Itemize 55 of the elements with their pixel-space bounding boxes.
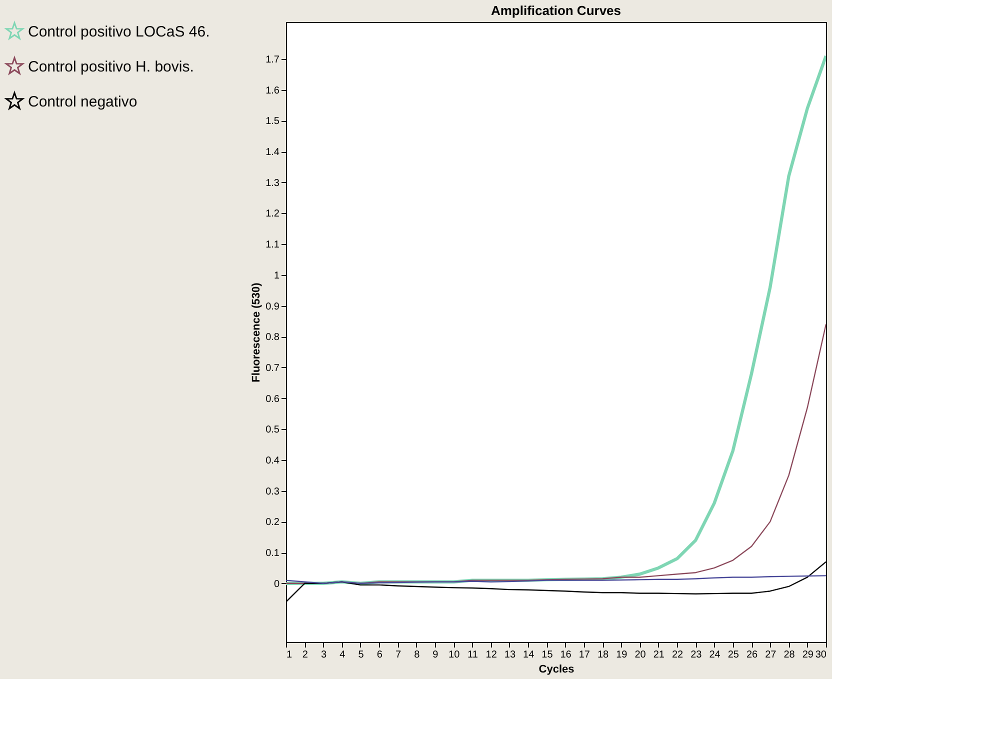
x-tick-label: 24: [709, 650, 721, 660]
x-tick-label: 16: [560, 650, 572, 660]
x-axis-title: Cycles: [538, 664, 574, 676]
x-tick-label: 9: [432, 650, 439, 660]
x-tick-label: 26: [746, 650, 758, 660]
y-tick-label: 0.2: [266, 517, 280, 528]
y-tick-label: 0.5: [266, 424, 280, 436]
y-tick-label: 0.8: [266, 332, 280, 344]
x-tick-label: 29: [802, 650, 814, 660]
line-series: [286, 575, 826, 584]
x-tick-label: 12: [486, 650, 498, 660]
x-tick-label: 19: [616, 650, 628, 660]
y-tick-label: 1.6: [266, 85, 280, 96]
y-tick-label: 0.4: [266, 456, 280, 467]
y-tick-label: 0.1: [266, 548, 280, 560]
chart-title: Amplification Curves: [490, 3, 622, 18]
x-tick-label: 14: [523, 650, 535, 660]
x-tick-label: 1: [286, 650, 292, 660]
x-tick-label: 13: [504, 650, 516, 660]
x-tick-label: 4: [340, 650, 346, 660]
y-tick-label: 1.5: [266, 116, 280, 128]
y-tick-label: 1.2: [266, 208, 280, 220]
x-tick-label: 2: [302, 650, 308, 660]
x-tick-label: 27: [765, 650, 777, 660]
y-tick-label: 0.6: [266, 394, 280, 405]
x-tick-label: 10: [448, 650, 460, 660]
x-tick-label: 7: [395, 650, 402, 660]
legend-label: Control negativo: [28, 94, 138, 110]
x-tick-label: 17: [578, 650, 590, 660]
x-tick-label: 30: [815, 650, 827, 660]
x-tick-label: 21: [653, 650, 665, 660]
x-tick-label: 18: [597, 650, 610, 660]
y-tick-label: 0.7: [266, 362, 280, 374]
y-tick-label: 0: [274, 578, 280, 590]
legend-label: Control positivo LOCaS 46.: [28, 24, 210, 40]
y-tick-label: 1.4: [266, 147, 280, 158]
y-tick-label: 0.3: [266, 486, 280, 498]
y-axis-title: Fluorescence (530): [250, 282, 263, 382]
legend-label: Control positivo H. bovis.: [28, 58, 194, 76]
y-tick-label: 1.7: [266, 54, 280, 66]
x-tick-label: 3: [320, 650, 327, 660]
x-tick-label: 15: [542, 650, 554, 660]
x-tick-label: 25: [728, 650, 740, 660]
x-tick-label: 23: [690, 650, 702, 660]
x-tick-label: 6: [376, 650, 383, 660]
y-tick-label: 1: [274, 270, 280, 282]
x-tick-label: 22: [672, 650, 684, 660]
y-tick-label: 1.3: [266, 178, 280, 189]
y-tick-label: 0.9: [266, 301, 280, 312]
x-tick-label: 8: [414, 650, 420, 660]
x-tick-label: 11: [468, 650, 478, 660]
x-tick-label: 20: [634, 650, 646, 660]
x-tick-label: 28: [784, 650, 796, 660]
x-tick-label: 5: [358, 650, 364, 660]
y-tick-label: 1.1: [266, 240, 280, 251]
